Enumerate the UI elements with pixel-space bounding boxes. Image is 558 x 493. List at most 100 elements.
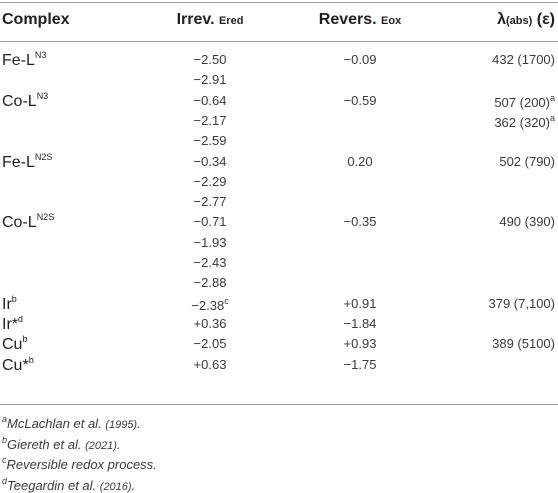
ered-value: −1.93: [150, 235, 270, 250]
eox-value: −0.59: [343, 92, 377, 108]
lambda-text: 362 (320): [494, 114, 550, 130]
header-irrev-label: Irrev.: [176, 11, 215, 28]
eox-value: −0.09: [343, 52, 377, 67]
lambda-value: 502 (790): [499, 154, 555, 169]
header-complex-label: Complex: [2, 11, 70, 28]
ered-text: −1.93: [193, 234, 227, 250]
ered-text: +0.63: [193, 356, 227, 372]
ered-value: −2.88: [150, 275, 270, 290]
footnote-mark: c: [2, 455, 7, 465]
complex-superscript: N3: [34, 50, 47, 60]
complex-label: Cu: [2, 336, 23, 354]
complex-name: Fe-LN3: [2, 50, 46, 70]
lambda-footnote-mark: a: [549, 92, 555, 103]
footnote-period: .: [131, 477, 136, 493]
ered-text: −2.88: [193, 275, 227, 291]
footnote-text: Reversible redox process.: [6, 457, 157, 472]
eox-value: +0.93: [343, 336, 377, 352]
eox-value: −1.84: [343, 315, 377, 331]
footnote-mark: b: [2, 434, 8, 445]
table-top-rule: [0, 2, 558, 3]
ered-text: +0.36: [193, 315, 227, 331]
ered-text: −2.43: [193, 255, 227, 270]
ered-footnote-mark: c: [224, 295, 229, 306]
ered-text: −2.59: [193, 133, 227, 149]
ered-value: −0.64: [150, 93, 270, 108]
complex-superscript: N3: [36, 90, 49, 101]
eox-value: −0.35: [343, 214, 377, 230]
eox-value: 0.20: [347, 153, 373, 169]
complex-label: Cu*: [2, 356, 29, 374]
header-complex: Complex: [2, 11, 70, 29]
header-lambda: λ(abs) (ε): [497, 11, 555, 29]
footnote-text: Teegardin et al.: [7, 477, 100, 493]
complex-label: Ir: [2, 295, 12, 313]
ered-value: −2.29: [150, 174, 270, 189]
ered-value: −2.17: [150, 113, 270, 128]
eox-value: +0.91: [343, 295, 377, 311]
ered-text: −2.77: [193, 194, 227, 210]
header-revers-label: Revers.: [318, 11, 377, 28]
header-lambda-sub: (abs): [506, 15, 533, 27]
ered-value: −2.05: [150, 336, 270, 351]
complex-name: Cu*b: [2, 355, 34, 375]
complex-label: Fe-L: [2, 153, 35, 171]
complex-superscript: d: [18, 313, 24, 324]
footnote: bGiereth et al. (2021).: [2, 435, 120, 452]
lambda-value: 379 (7,100): [489, 296, 556, 311]
complex-superscript: N2S: [34, 151, 53, 162]
complex-name: Co-LN3: [2, 91, 48, 111]
complex-name: Co-LN2S: [2, 212, 54, 232]
lambda-text: 389 (5100): [492, 336, 555, 352]
header-lambda-symbol: λ: [497, 11, 507, 28]
ered-text: −2.17: [193, 112, 227, 128]
footnote-citation-year: (1995): [105, 419, 138, 431]
footnote-period: .: [116, 436, 121, 452]
complex-label: Co-L: [2, 214, 37, 232]
footnote-citation-year: (2016): [99, 480, 132, 493]
lambda-value: 490 (390): [499, 214, 555, 229]
lambda-text: 507 (200): [494, 94, 550, 110]
ered-value: −0.71: [150, 214, 270, 229]
lambda-text: 379 (7,100): [488, 295, 556, 311]
complex-superscript: b: [11, 293, 17, 304]
footnote: cReversible redox process.: [2, 455, 157, 472]
footnote-period: .: [137, 416, 141, 431]
complex-name: Fe-LN2S: [2, 152, 52, 172]
ered-text: −2.50: [193, 52, 227, 67]
complex-label: Fe-L: [2, 52, 35, 69]
lambda-text: 490 (390): [499, 214, 555, 230]
complex-name: Cub: [2, 334, 27, 354]
footnote-text: McLachlan et al.: [7, 416, 106, 431]
lambda-text: 502 (790): [499, 153, 555, 169]
lambda-footnote-mark: a: [549, 112, 555, 123]
ered-value: +0.63: [150, 357, 270, 372]
footnote-citation-year: (2021): [85, 439, 117, 452]
lambda-value: 507 (200)a: [494, 93, 555, 110]
ered-text: −2.38: [191, 297, 225, 313]
complex-name: Ir*d: [2, 314, 23, 334]
lambda-value: 389 (5100): [492, 336, 555, 351]
ered-value: +0.36: [150, 316, 270, 331]
footnote: aMcLachlan et al. (1995).: [2, 414, 141, 431]
header-irrev-ered: Irrev. Ered: [150, 11, 270, 29]
footnote: dTeegardin et al. (2016).: [2, 476, 135, 493]
footnote-mark: a: [2, 414, 8, 424]
complex-label: Ir*: [2, 315, 18, 333]
header-eox-label: Eox: [381, 15, 402, 27]
ered-value: −2.77: [150, 194, 270, 209]
footnote-text: Giereth et al.: [7, 436, 86, 452]
header-ered-label: Ered: [218, 15, 244, 27]
ered-value: −2.91: [150, 72, 270, 87]
ered-text: −2.05: [193, 336, 227, 352]
complex-superscript: b: [28, 354, 34, 365]
ered-value: −2.43: [150, 255, 270, 270]
lambda-text: 432 (1700): [492, 52, 555, 67]
footnote-mark: d: [2, 475, 8, 486]
complex-superscript: b: [22, 334, 28, 345]
complex-label: Co-L: [2, 92, 37, 110]
ered-text: −0.71: [193, 214, 227, 230]
lambda-value: 432 (1700): [492, 52, 555, 67]
ered-value: −0.34: [150, 154, 270, 169]
